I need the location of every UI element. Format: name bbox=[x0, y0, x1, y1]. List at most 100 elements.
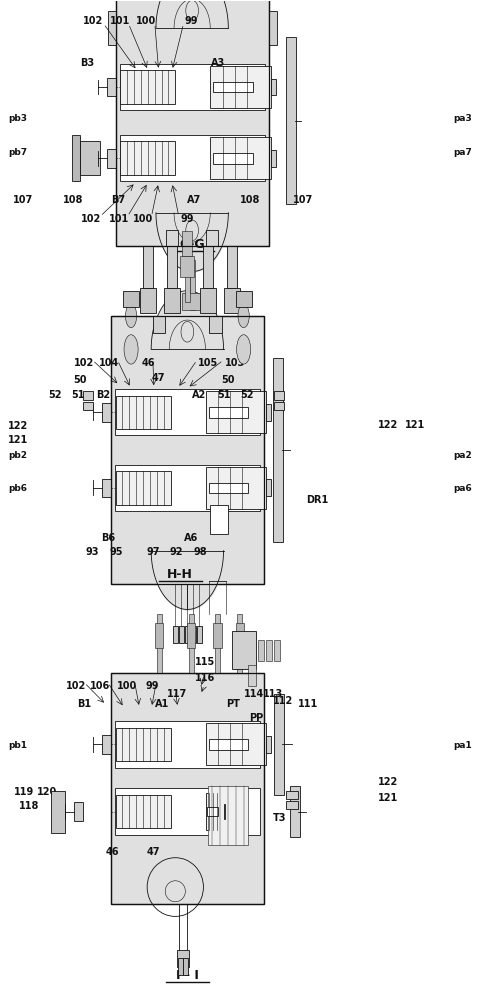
Bar bbox=[209, 316, 222, 333]
Text: 112: 112 bbox=[273, 696, 293, 706]
Bar bbox=[271, 150, 276, 167]
Circle shape bbox=[237, 335, 251, 364]
Bar bbox=[214, 153, 252, 164]
Text: 97: 97 bbox=[147, 547, 160, 557]
Text: G-G: G-G bbox=[180, 238, 205, 251]
Text: 46: 46 bbox=[106, 847, 120, 857]
Bar bbox=[271, 79, 276, 95]
Text: 108: 108 bbox=[63, 195, 84, 205]
Bar bbox=[237, 614, 242, 673]
Bar bbox=[177, 950, 190, 967]
Text: A7: A7 bbox=[187, 195, 202, 205]
Text: 120: 120 bbox=[36, 787, 57, 797]
Text: 93: 93 bbox=[86, 547, 99, 557]
Bar bbox=[268, 11, 276, 45]
Bar bbox=[206, 467, 266, 509]
Bar bbox=[116, 0, 268, 246]
Text: T3: T3 bbox=[273, 813, 286, 823]
Text: pb2: pb2 bbox=[8, 451, 27, 460]
Bar bbox=[102, 403, 111, 422]
Bar bbox=[115, 389, 260, 435]
Bar bbox=[274, 640, 280, 661]
Text: B1: B1 bbox=[77, 699, 91, 709]
Text: pa1: pa1 bbox=[454, 741, 472, 750]
Text: 51: 51 bbox=[217, 390, 230, 400]
Bar bbox=[107, 149, 116, 168]
Text: pa7: pa7 bbox=[453, 148, 472, 157]
Bar bbox=[166, 230, 178, 246]
Text: 47: 47 bbox=[152, 373, 166, 383]
Text: A6: A6 bbox=[183, 533, 198, 543]
Bar bbox=[210, 505, 228, 534]
Text: pa3: pa3 bbox=[454, 114, 472, 123]
Bar bbox=[286, 791, 298, 799]
Bar bbox=[266, 404, 271, 421]
Bar bbox=[224, 288, 240, 313]
Text: 101: 101 bbox=[109, 16, 130, 26]
Text: pb7: pb7 bbox=[8, 148, 27, 157]
Bar bbox=[116, 396, 170, 429]
Text: pb3: pb3 bbox=[8, 114, 27, 123]
Bar bbox=[164, 288, 180, 313]
Text: B7: B7 bbox=[111, 195, 125, 205]
Circle shape bbox=[125, 304, 137, 328]
Bar bbox=[120, 135, 264, 181]
Text: 102: 102 bbox=[66, 681, 86, 691]
Text: A1: A1 bbox=[155, 699, 169, 709]
Bar bbox=[236, 623, 244, 648]
Bar bbox=[120, 70, 175, 104]
Bar bbox=[178, 958, 183, 975]
Bar bbox=[183, 958, 188, 975]
Bar bbox=[206, 723, 266, 765]
Text: 121: 121 bbox=[8, 435, 28, 445]
Text: A2: A2 bbox=[192, 390, 206, 400]
Bar bbox=[206, 793, 224, 830]
Bar bbox=[206, 807, 218, 816]
Text: 98: 98 bbox=[193, 547, 207, 557]
Bar bbox=[80, 141, 100, 175]
Bar bbox=[83, 402, 93, 410]
Text: pb1: pb1 bbox=[8, 741, 27, 750]
Text: 99: 99 bbox=[185, 16, 198, 26]
Bar bbox=[116, 0, 268, 246]
Text: 105: 105 bbox=[198, 358, 218, 368]
Bar bbox=[273, 358, 283, 542]
Bar bbox=[189, 614, 194, 673]
Text: B6: B6 bbox=[101, 533, 115, 543]
Bar bbox=[248, 665, 256, 686]
Text: 99: 99 bbox=[180, 214, 193, 224]
Bar bbox=[224, 804, 225, 819]
Bar bbox=[185, 626, 190, 643]
Bar bbox=[182, 293, 202, 310]
Bar bbox=[167, 246, 177, 288]
Text: 52: 52 bbox=[48, 390, 62, 400]
Bar bbox=[123, 291, 139, 307]
Text: 95: 95 bbox=[110, 547, 123, 557]
Text: 115: 115 bbox=[195, 657, 216, 667]
Text: 104: 104 bbox=[99, 358, 120, 368]
Text: 122: 122 bbox=[8, 421, 28, 431]
Bar bbox=[210, 66, 271, 108]
Bar bbox=[286, 801, 298, 809]
Bar bbox=[111, 316, 264, 584]
Text: 108: 108 bbox=[240, 195, 260, 205]
Text: 46: 46 bbox=[141, 358, 155, 368]
Text: 100: 100 bbox=[117, 681, 137, 691]
Bar bbox=[185, 244, 190, 302]
Text: pa2: pa2 bbox=[454, 451, 472, 460]
Bar bbox=[155, 623, 163, 648]
Text: 92: 92 bbox=[169, 547, 183, 557]
Text: PT: PT bbox=[227, 699, 240, 709]
Bar bbox=[180, 256, 194, 277]
Bar bbox=[214, 623, 222, 648]
Bar bbox=[51, 791, 65, 833]
Text: 101: 101 bbox=[108, 214, 129, 224]
Bar bbox=[102, 479, 111, 497]
Bar bbox=[111, 316, 264, 584]
Bar bbox=[258, 640, 264, 661]
Text: pa6: pa6 bbox=[454, 484, 472, 493]
Bar bbox=[231, 631, 256, 669]
Bar bbox=[153, 316, 165, 333]
Text: 118: 118 bbox=[19, 801, 39, 811]
Bar bbox=[209, 739, 248, 750]
